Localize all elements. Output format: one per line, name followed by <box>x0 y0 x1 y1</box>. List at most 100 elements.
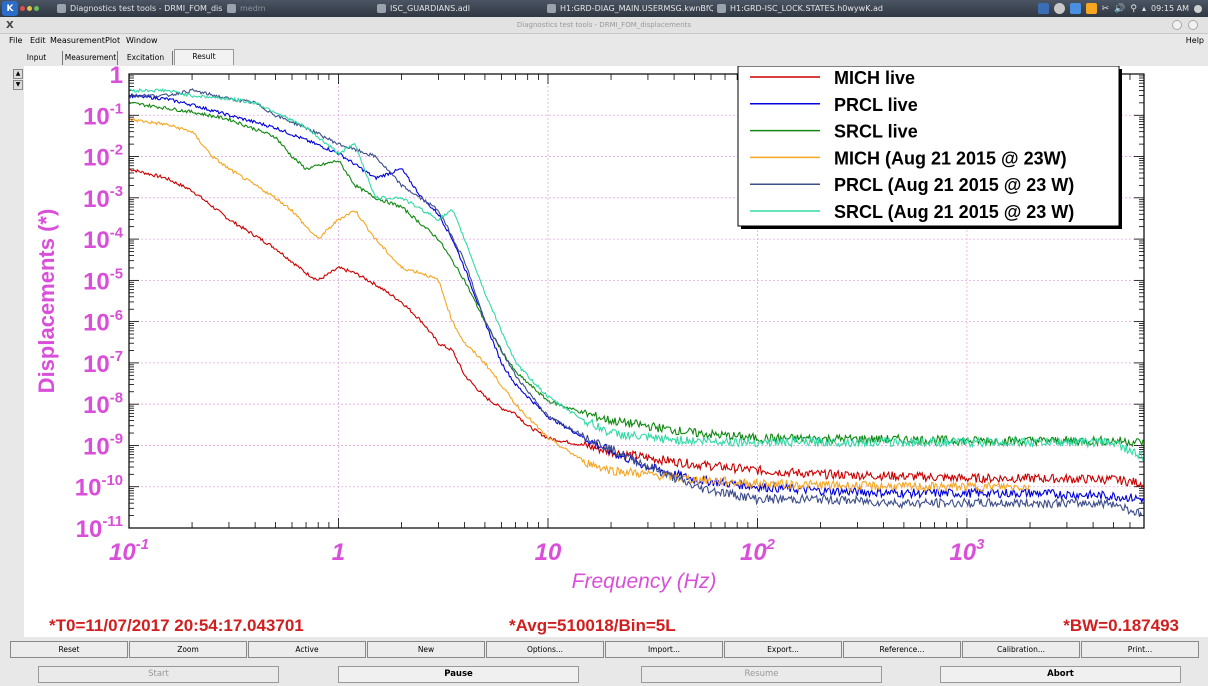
menu-window[interactable]: Window <box>126 36 158 45</box>
monitor-icon[interactable] <box>1037 3 1049 14</box>
window-icon <box>717 4 726 13</box>
y-tick-label: 10-3 <box>83 184 123 213</box>
legend-entry: MICH (Aug 21 2015 @ 23W) <box>834 148 1067 168</box>
close-icon[interactable] <box>1188 20 1198 30</box>
tab-result[interactable]: Result <box>174 49 234 65</box>
plot-area[interactable]: 1 10-1 10-2 10-3 10-4 10-5 10-6 10-7 10-8 10-9 10-… <box>24 66 1208 637</box>
start-button[interactable]: Start <box>38 666 279 683</box>
series-line-3 <box>128 117 1030 493</box>
window-icon <box>547 4 556 13</box>
chart-legend: MICH live PRCL live SRCL live MICH (Aug 21 … <box>737 66 1122 229</box>
tray-expand-icon[interactable]: ▴ <box>1142 4 1147 13</box>
status-dot-icon <box>34 6 39 11</box>
new-button[interactable]: New <box>367 641 485 658</box>
taskbar-item[interactable]: medm <box>223 1 373 16</box>
scroll-up-button[interactable]: ▲ <box>13 69 23 79</box>
status-t0: *T0=11/07/2017 20:54:17.043701 <box>49 616 304 635</box>
active-button[interactable]: Active <box>248 641 366 658</box>
x-tick-label: 10-1 <box>109 537 149 566</box>
taskbar-item[interactable]: ISC_GUARDIANS.adl <box>373 1 543 16</box>
menu-help[interactable]: Help <box>1185 36 1204 45</box>
tab-bar: Input Measurement Excitation Result <box>0 48 1208 66</box>
status-dot-icon <box>20 6 25 11</box>
tab-input[interactable]: Input <box>11 51 63 65</box>
notification-icon[interactable] <box>1085 3 1097 14</box>
status-dot-icon <box>27 6 32 11</box>
x-axis-label: Frequency (Hz) <box>572 570 717 593</box>
legend-entry: SRCL (Aug 21 2015 @ 23 W) <box>834 202 1074 222</box>
tools-icon[interactable]: ✂ <box>1101 3 1110 14</box>
menubar: File Edit Measurement Plot Window Help <box>0 34 1208 48</box>
taskbar-item[interactable]: Diagnostics test tools - DRMI_FOM_displ.… <box>53 1 223 16</box>
y-tick-labels: 1 10-1 10-2 10-3 10-4 10-5 10-6 10-7 10-8 10-9 10-… <box>75 66 124 543</box>
y-tick-label: 10-6 <box>83 308 123 337</box>
menu-edit[interactable]: Edit <box>30 36 46 45</box>
menu-measurement[interactable]: Measurement <box>50 36 105 45</box>
minimize-icon[interactable] <box>1172 20 1182 30</box>
y-tick-label: 1 <box>110 66 123 89</box>
series-line-0 <box>128 168 1144 490</box>
legend-box <box>737 66 1120 227</box>
app-x-icon: X <box>6 20 14 31</box>
x-tick-label: 103 <box>949 537 985 566</box>
series-line-4 <box>128 88 1144 518</box>
window-titlebar: X Diagnostics test tools - DRMI_FOM_disp… <box>0 17 1208 34</box>
y-tick-label: 10-11 <box>76 514 123 543</box>
resume-button[interactable]: Resume <box>641 666 882 683</box>
legend-entry: MICH live <box>834 68 915 88</box>
menu-plot[interactable]: Plot <box>105 36 121 45</box>
series-line-5 <box>128 87 1144 461</box>
print-button[interactable]: Print... <box>1081 641 1199 658</box>
y-tick-label: 10-8 <box>83 390 123 419</box>
legend-entry: SRCL live <box>834 122 918 142</box>
x-tick-labels: 10-1 1 10 102 103 <box>109 537 985 566</box>
scroll-down-button[interactable]: ▼ <box>13 80 23 90</box>
chart-frame <box>128 73 1145 529</box>
taskbar-item-label: ISC_GUARDIANS.adl <box>390 4 470 13</box>
system-tray: ✂ 🔊 ⚲ ▴ 09:15 AM <box>1037 0 1202 17</box>
options-button[interactable]: Options... <box>486 641 604 658</box>
y-tick-label: 10-9 <box>83 432 123 461</box>
y-tick-label: 10-2 <box>83 143 123 172</box>
y-tick-label: 10-10 <box>75 473 123 502</box>
window-icon <box>377 4 386 13</box>
network-icon[interactable]: ⚲ <box>1130 3 1137 14</box>
y-tick-label: 10-5 <box>83 267 123 296</box>
tab-excitation[interactable]: Excitation <box>119 51 173 65</box>
window-icon <box>227 4 236 13</box>
zoom-button[interactable]: Zoom <box>129 641 247 658</box>
pause-button[interactable]: Pause <box>338 666 579 683</box>
x-tick-label: 102 <box>740 537 776 566</box>
y-tick-label: 10-1 <box>83 101 123 130</box>
legend-entry: PRCL (Aug 21 2015 @ 23 W) <box>834 175 1074 195</box>
clock: 09:15 AM <box>1151 4 1189 13</box>
taskbar-item-label: H1:GRD-ISC_LOCK.STATES.h0wywK.adl <box>730 4 883 13</box>
window-icon <box>57 4 66 13</box>
y-tick-label: 10-4 <box>83 225 124 254</box>
x-tick-label: 1 <box>332 539 345 566</box>
taskbar-item-label: medm <box>240 4 266 13</box>
show-desktop-icon[interactable] <box>1194 4 1202 13</box>
volume-icon[interactable]: 🔊 <box>1114 3 1126 14</box>
y-tick-label: 10-7 <box>83 349 123 378</box>
taskbar-item-label: H1:GRD-DIAG_MAIN.USERMSG.kwnBfQ.adl <box>560 4 713 13</box>
tab-measurement[interactable]: Measurement <box>64 51 118 65</box>
window-title: Diagnostics test tools - DRMI_FOM_displa… <box>516 21 692 29</box>
taskbar-item-label: Diagnostics test tools - DRMI_FOM_displ.… <box>70 4 223 13</box>
calibration-button[interactable]: Calibration... <box>962 641 1080 658</box>
reference-button[interactable]: Reference... <box>843 641 961 658</box>
export-button[interactable]: Export... <box>724 641 842 658</box>
update-icon[interactable] <box>1069 3 1081 14</box>
spectrum-chart[interactable]: 1 10-1 10-2 10-3 10-4 10-5 10-6 10-7 10-8 10-9 10-… <box>24 66 1208 637</box>
menu-file[interactable]: File <box>9 36 23 45</box>
taskbar-item[interactable]: H1:GRD-ISC_LOCK.STATES.h0wywK.adl <box>713 1 883 16</box>
import-button[interactable]: Import... <box>605 641 723 658</box>
reset-button[interactable]: Reset <box>10 641 128 658</box>
taskbar-item[interactable]: H1:GRD-DIAG_MAIN.USERMSG.kwnBfQ.adl <box>543 1 713 16</box>
status-bw: *BW=0.187493 <box>1063 616 1179 635</box>
y-axis-label: Displacements (*) <box>34 209 59 394</box>
x-tick-label: 10 <box>535 539 562 566</box>
abort-button[interactable]: Abort <box>940 666 1181 683</box>
app-launcher-icon[interactable]: K <box>2 1 18 16</box>
clipboard-icon[interactable] <box>1053 3 1065 14</box>
